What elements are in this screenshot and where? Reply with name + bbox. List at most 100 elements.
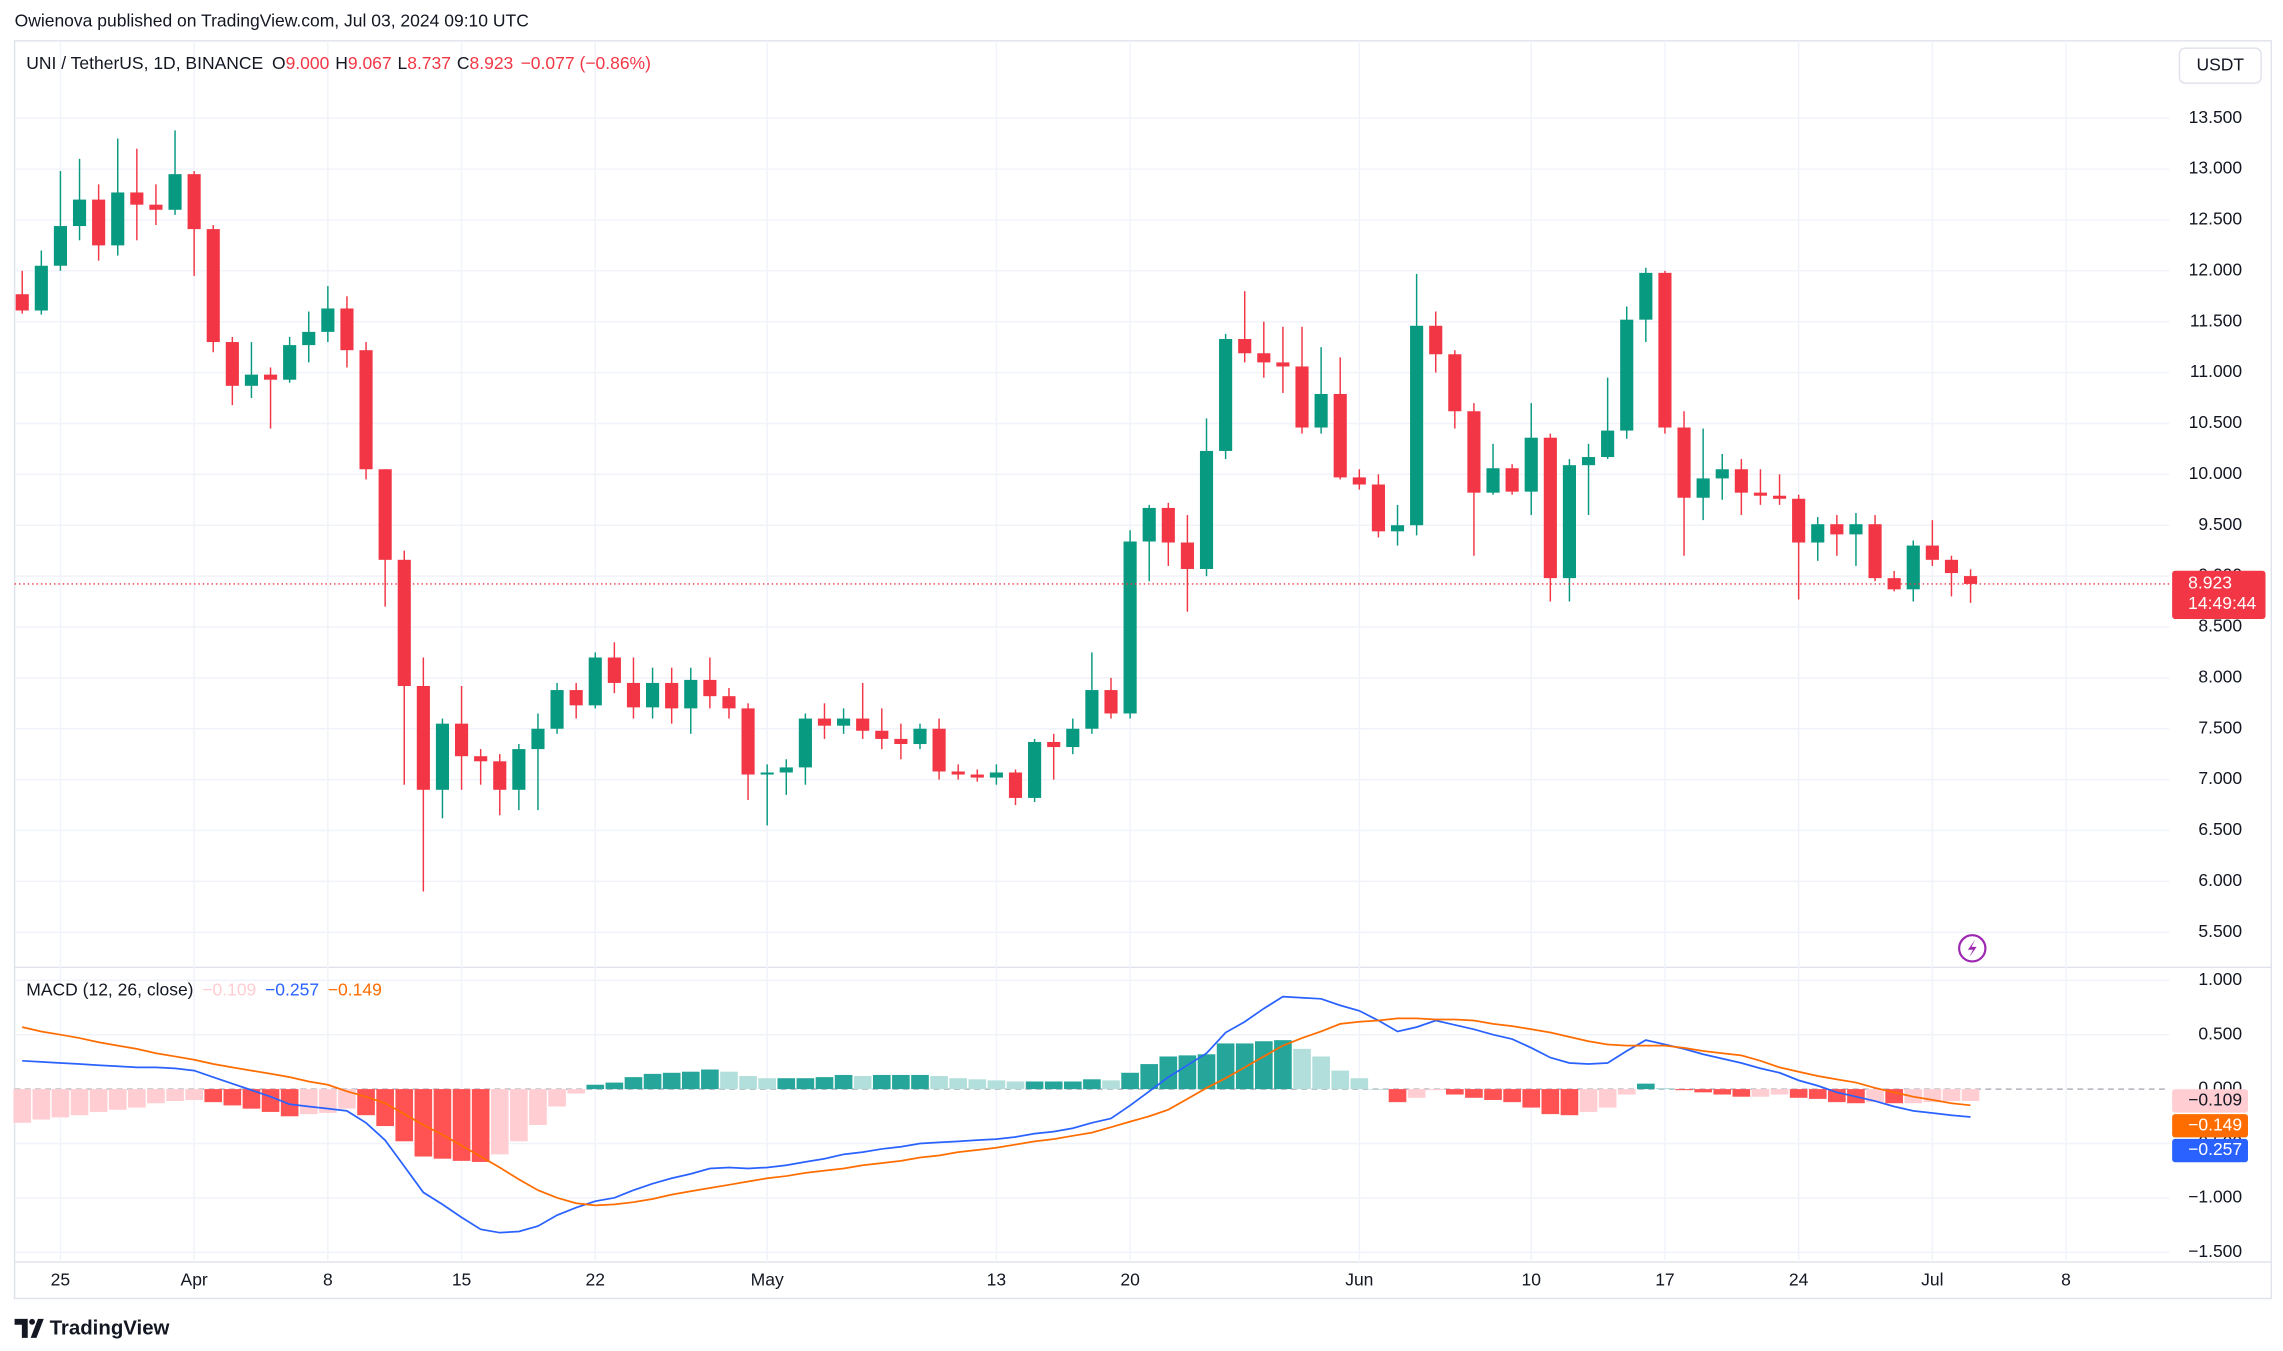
y-tick-label: 13.000 [2189,158,2243,178]
y-tick-label: 1.000 [2198,969,2242,989]
histogram-bar [1808,1089,1827,1099]
candle-body [493,761,507,790]
candle-body [1352,477,1366,485]
histogram-bar [949,1078,968,1090]
histogram-bar [1560,1089,1579,1116]
x-tick-label: 20 [1120,1270,1140,1290]
candle-body [1734,469,1748,493]
macd-line [21,1017,1971,1207]
candle-body [340,308,354,351]
y-tick-label: 6.500 [2198,819,2242,839]
ohlc-key: C [457,53,470,73]
histogram-bar [1541,1089,1560,1115]
histogram-bar [834,1074,853,1090]
axis-value-box [2172,1089,2248,1113]
x-tick-label: Apr [181,1270,208,1290]
histogram-bar [1961,1089,1980,1101]
candle-body [1314,393,1328,428]
candle-body [149,204,163,210]
histogram-bar [89,1089,108,1112]
brand-logo [14,1318,44,1338]
candle-body [1390,525,1405,532]
histogram-bar [242,1089,261,1109]
countdown: 14:49:44 [2188,593,2256,613]
histogram-bar [1598,1089,1617,1108]
histogram-bar [1140,1064,1159,1090]
candle-body [244,374,259,386]
icon-bolt[interactable] [1967,939,1977,958]
candle-body [607,657,621,683]
legend-value: −0.149 [328,979,382,999]
candle-body [1887,578,1901,590]
candle-body [1906,545,1920,590]
x-tick-label: 24 [1789,1270,1809,1290]
histogram-bar [1579,1089,1598,1112]
flash-icon[interactable] [1958,934,1987,963]
histogram-bar [872,1074,891,1090]
candle-body [703,679,717,697]
histogram-bar [147,1089,165,1104]
candle-body [1276,362,1290,367]
y-tick-label: 11.000 [2190,361,2242,381]
candle-body [989,772,1003,778]
ohlc-value: 8.923 [469,53,513,73]
candle-body [1677,427,1691,498]
candle-body [225,342,239,386]
candle-body [913,728,927,745]
candle-body [1295,366,1309,428]
histogram-bar [1503,1089,1521,1103]
histogram-bar [490,1089,509,1155]
candle-body [894,738,908,745]
histogram-bar [968,1079,987,1090]
histogram-bar [510,1089,528,1142]
candle-body [263,374,278,380]
indicator-title: MACD (12, 26, close) [26,979,193,999]
histogram-bar [1178,1055,1197,1090]
histogram-bar [108,1089,127,1110]
candle-body [531,728,545,750]
histogram-bar [987,1080,1006,1090]
histogram-bar [1121,1072,1139,1090]
candle-body [1066,728,1080,748]
histogram-bar [1426,1089,1445,1091]
candle-body [1238,339,1252,354]
histogram-bar [1407,1089,1426,1098]
histogram-bar [280,1089,299,1117]
candle-body [1524,437,1538,492]
histogram-bar [395,1089,414,1142]
histogram-bar [319,1089,337,1114]
histogram-bar [586,1084,605,1090]
histogram-bar [1312,1056,1330,1090]
histogram-bar [796,1078,815,1090]
logo-mark [14,1318,44,1338]
histogram-bar [853,1076,872,1090]
histogram-bar [299,1089,318,1115]
histogram-bar [1350,1078,1369,1090]
icon-circle[interactable] [1958,934,1987,963]
candle-body [1581,457,1596,466]
histogram-bar [1637,1083,1655,1090]
candle-body [588,657,602,706]
candle-body [1486,468,1500,493]
change: −0.077 (−0.86%) [521,53,651,73]
candle-body [1543,437,1557,579]
candle-body [130,192,144,205]
axis-value-label: −0.109 [2188,1090,2242,1110]
candle-body [817,718,832,726]
candle-body [1429,325,1443,355]
currency[interactable]: USDT [2196,54,2244,74]
y-tick-label: 8.500 [2198,616,2242,636]
symbol: UNI / TetherUS, 1D, BINANCE [26,53,263,73]
histogram-bar [1789,1089,1808,1098]
y-tick-label: 12.000 [2189,259,2243,279]
histogram-bar [605,1082,624,1090]
histogram-bar [1465,1089,1483,1098]
histogram-bar [1942,1089,1961,1102]
histogram-bar [548,1089,566,1107]
histogram-bar [1235,1043,1254,1090]
histogram-bar [739,1076,757,1090]
histogram-bar [185,1089,203,1100]
currency-button[interactable] [2178,47,2262,84]
histogram-bar [70,1089,89,1116]
